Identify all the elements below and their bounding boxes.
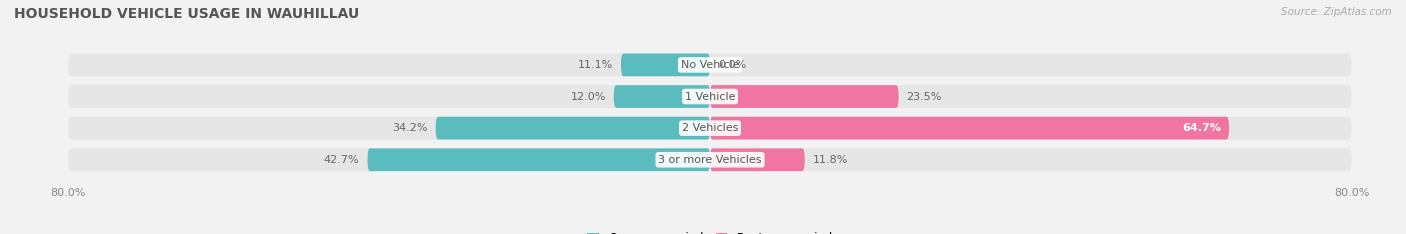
Text: 1 Vehicle: 1 Vehicle: [685, 91, 735, 102]
Text: 34.2%: 34.2%: [392, 123, 427, 133]
FancyBboxPatch shape: [69, 148, 1351, 171]
Text: 11.1%: 11.1%: [578, 60, 613, 70]
Text: 3 or more Vehicles: 3 or more Vehicles: [658, 155, 762, 165]
Text: Source: ZipAtlas.com: Source: ZipAtlas.com: [1281, 7, 1392, 17]
Text: 2 Vehicles: 2 Vehicles: [682, 123, 738, 133]
FancyBboxPatch shape: [69, 85, 1351, 108]
Text: 23.5%: 23.5%: [907, 91, 942, 102]
Text: 11.8%: 11.8%: [813, 155, 848, 165]
FancyBboxPatch shape: [621, 54, 710, 76]
FancyBboxPatch shape: [69, 117, 1351, 139]
Text: 0.0%: 0.0%: [718, 60, 747, 70]
Text: 42.7%: 42.7%: [323, 155, 360, 165]
Text: No Vehicle: No Vehicle: [681, 60, 740, 70]
FancyBboxPatch shape: [367, 148, 710, 171]
FancyBboxPatch shape: [614, 85, 710, 108]
Text: 12.0%: 12.0%: [571, 91, 606, 102]
FancyBboxPatch shape: [710, 117, 1229, 139]
Text: HOUSEHOLD VEHICLE USAGE IN WAUHILLAU: HOUSEHOLD VEHICLE USAGE IN WAUHILLAU: [14, 7, 360, 21]
Legend: Owner-occupied, Renter-occupied: Owner-occupied, Renter-occupied: [582, 227, 838, 234]
FancyBboxPatch shape: [710, 85, 898, 108]
Text: 64.7%: 64.7%: [1182, 123, 1220, 133]
FancyBboxPatch shape: [436, 117, 710, 139]
FancyBboxPatch shape: [69, 54, 1351, 76]
FancyBboxPatch shape: [710, 148, 804, 171]
